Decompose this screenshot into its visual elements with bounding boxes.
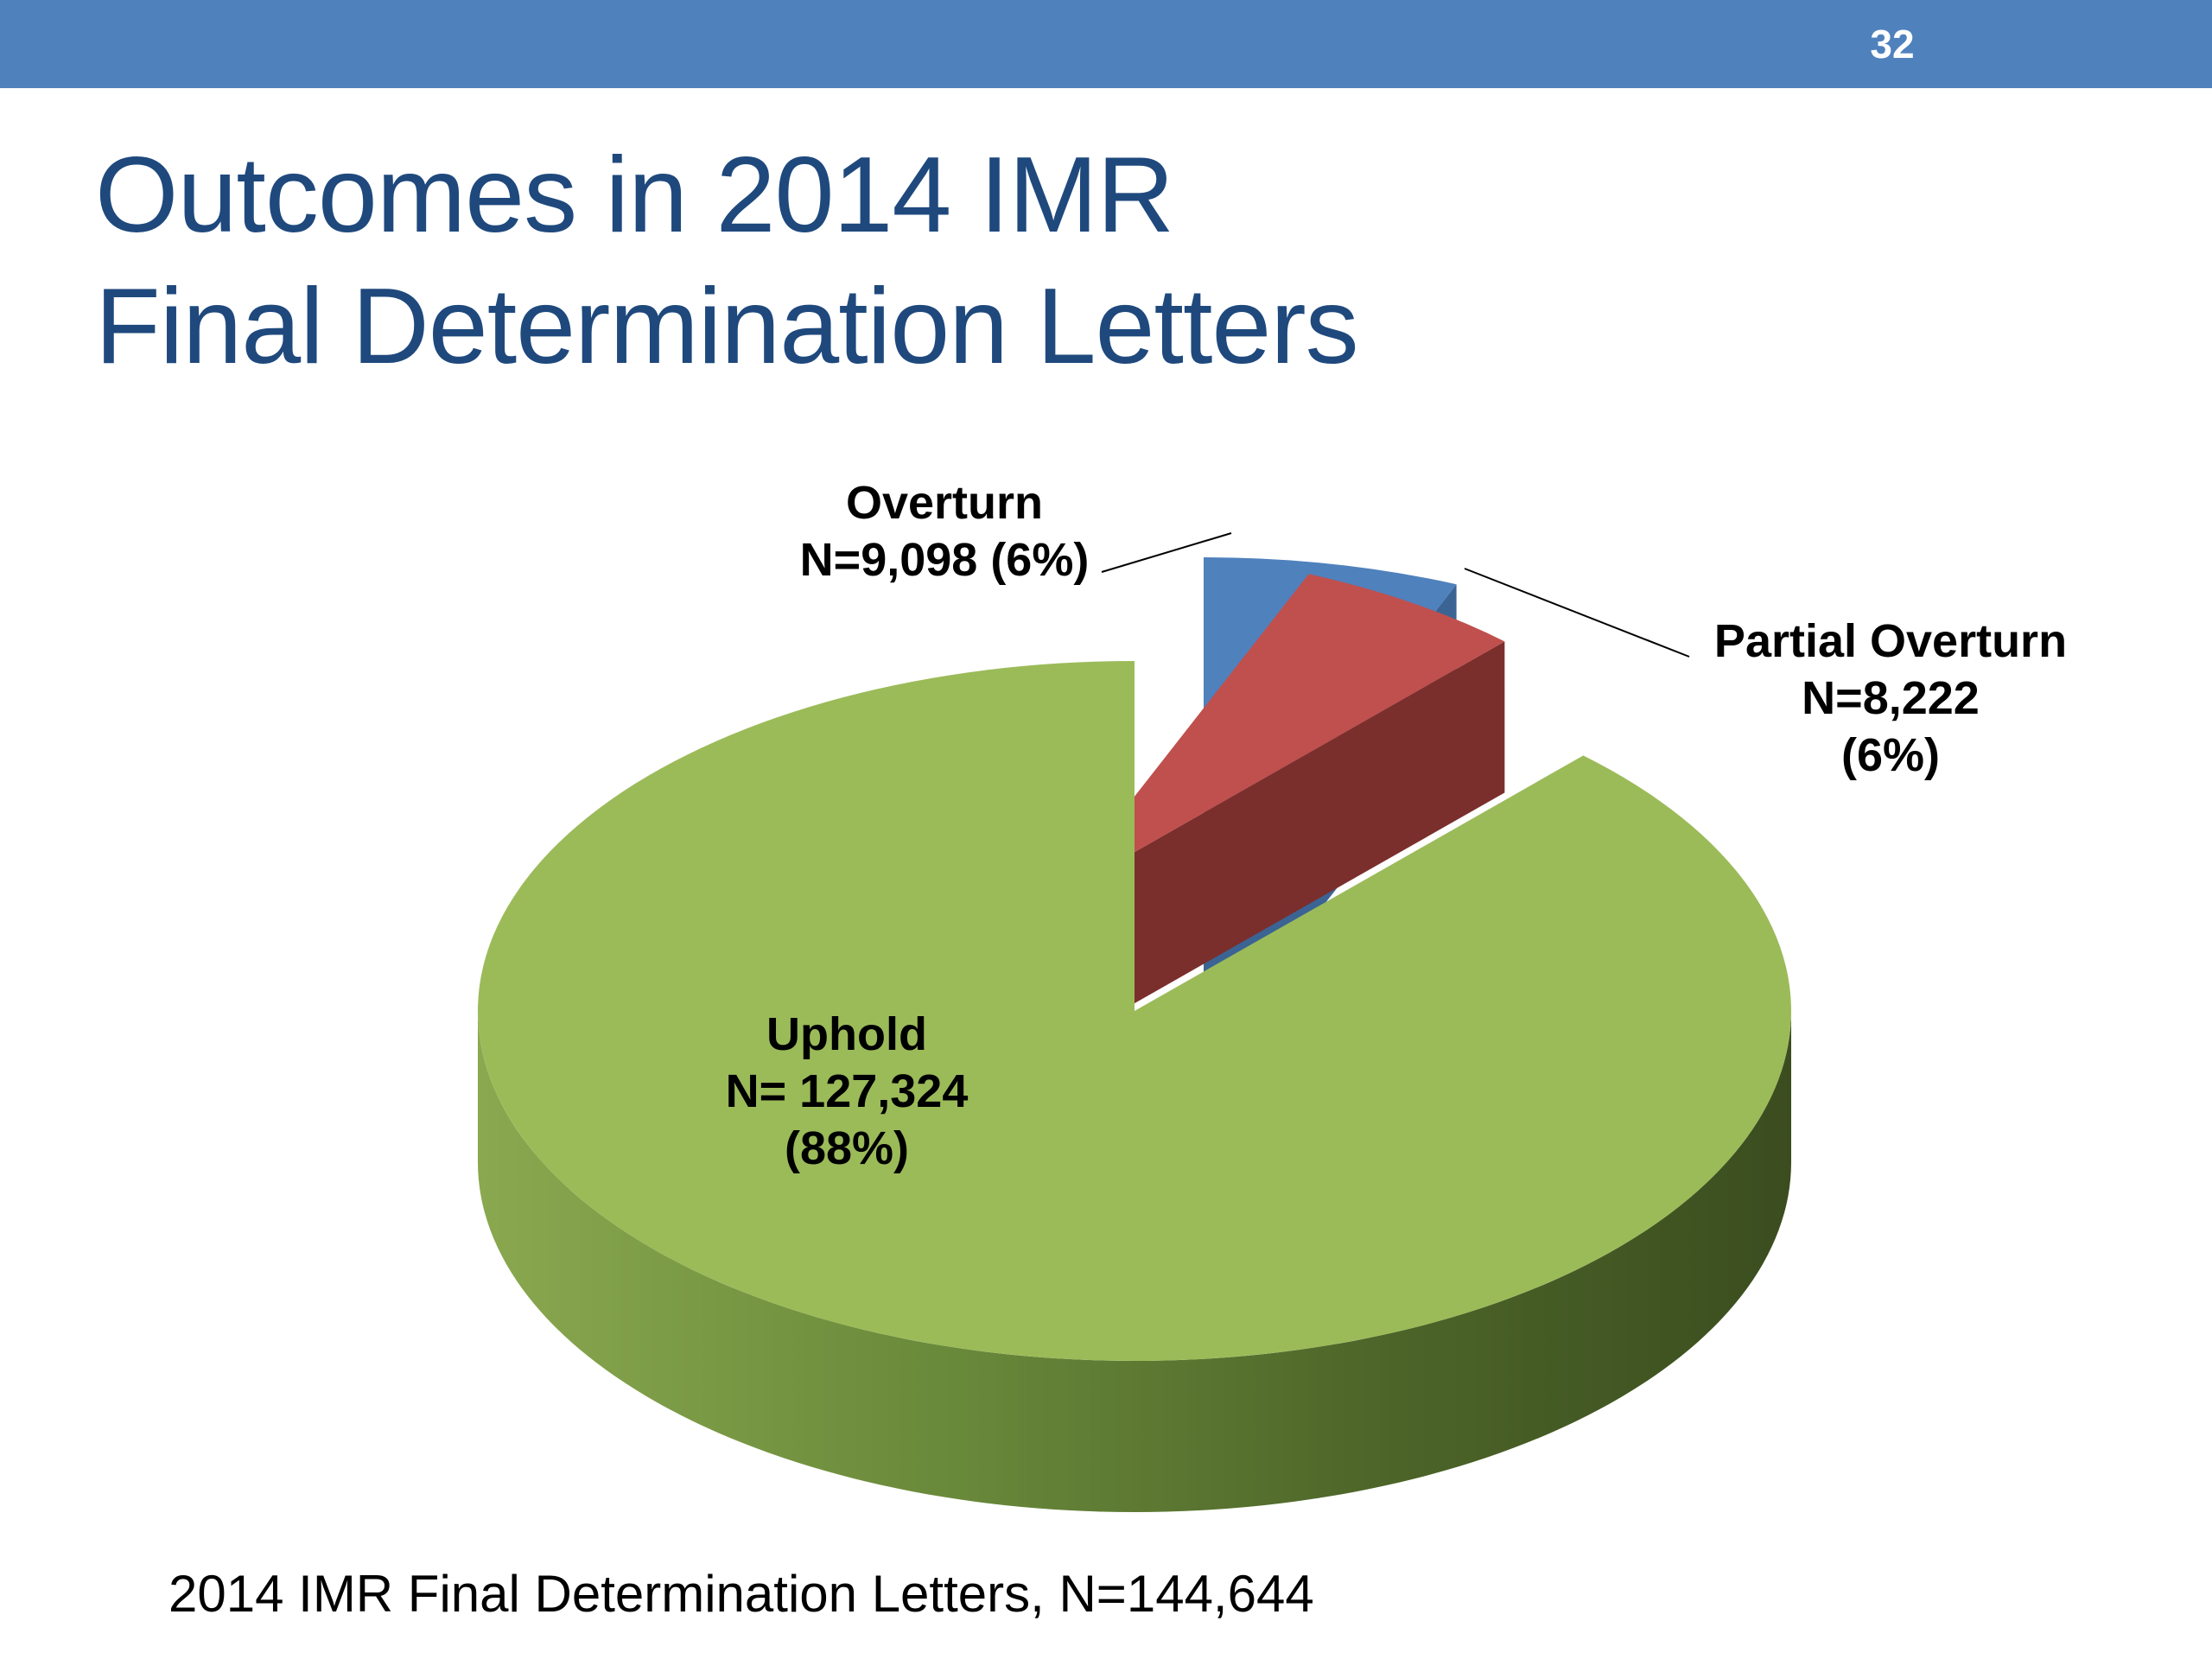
overturn-label-line: N=9,098 (6%): [800, 534, 1090, 586]
uphold-label-line: N= 127,324: [726, 1065, 969, 1117]
uphold-slice-rim: [478, 1011, 1791, 1512]
title-line-2: Final Determination Letters: [95, 267, 1359, 386]
partial-overturn-leader-line: [1464, 568, 1690, 658]
overturn-label-line: Overturn: [846, 477, 1043, 529]
partial-overturn-label: Partial Overturn N=8,222 (6%): [1714, 615, 2067, 781]
slide-title: Outcomes in 2014 IMR Final Determination…: [95, 130, 1359, 392]
uphold-label-line: (88%): [785, 1122, 909, 1174]
title-line-1: Outcomes in 2014 IMR: [95, 136, 1174, 255]
partial-overturn-label-line: Partial Overturn: [1714, 615, 2067, 667]
overturn-label: Overturn N=9,098 (6%): [800, 477, 1090, 586]
partial-overturn-label-line: (6%): [1841, 729, 1940, 781]
uphold-label: Uphold N= 127,324 (88%): [726, 1008, 969, 1174]
header-bar: 32: [0, 0, 2212, 88]
chart-footnote: 2014 IMR Final Determination Letters, N=…: [168, 1565, 1314, 1623]
partial-overturn-slice: [1056, 574, 1505, 897]
uphold-label-line: Uphold: [766, 1008, 927, 1060]
overturn-leader-line: [1101, 532, 1232, 573]
uphold-slice: [478, 661, 1791, 1362]
page-number: 32: [1870, 22, 1915, 67]
partial-overturn-label-line: N=8,222: [1802, 672, 1980, 724]
partial-overturn-slice-side: [1056, 641, 1505, 1048]
